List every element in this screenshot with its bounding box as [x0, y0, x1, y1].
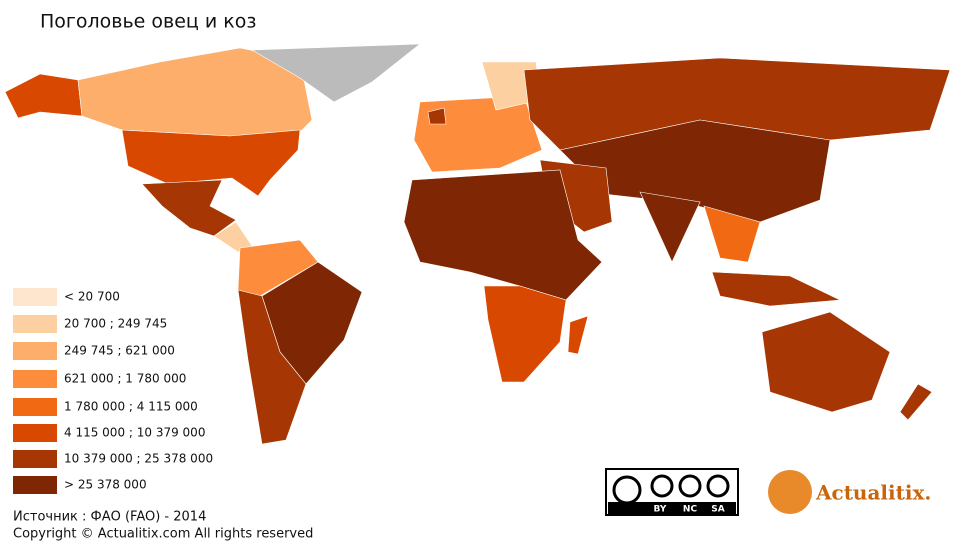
- central-america: [213, 221, 253, 253]
- logo-text: Actualitix.: [815, 481, 931, 505]
- legend-swatch: [13, 342, 57, 360]
- legend-swatch: [13, 370, 57, 388]
- legend-swatch: [13, 398, 57, 416]
- badge-label: SA: [711, 505, 724, 515]
- legend-label: 249 745 ; 621 000: [64, 344, 175, 358]
- legend-label: > 25 378 000: [64, 478, 147, 492]
- europe: [413, 95, 543, 173]
- southeast-asia: [703, 205, 761, 263]
- central-asia-china: [559, 119, 831, 223]
- cc-badge: [605, 468, 739, 516]
- legend-swatch: [13, 424, 57, 442]
- indonesia: [711, 271, 842, 307]
- legend-label: 621 000 ; 1 780 000: [64, 372, 186, 386]
- legend-label: 4 115 000 ; 10 379 000: [64, 426, 205, 440]
- madagascar: [567, 315, 589, 355]
- sa-icon: [706, 474, 730, 498]
- legend-swatch: [13, 450, 57, 468]
- world-map: [4, 43, 951, 445]
- legend-label: < 20 700: [64, 290, 120, 304]
- nc-icon: [678, 474, 702, 498]
- greenland: [250, 43, 421, 103]
- copyright-text: Copyright © Actualitix.com All rights re…: [13, 527, 313, 542]
- africa-south: [483, 285, 567, 383]
- source-text: Источник : ФАО (FAO) - 2014: [13, 510, 206, 525]
- canada: [77, 47, 313, 137]
- andes-north: [237, 239, 319, 297]
- australia: [761, 311, 891, 413]
- cc-icon: [612, 475, 642, 505]
- legend-label: 20 700 ; 249 745: [64, 317, 167, 331]
- legend-label: 10 379 000 ; 25 378 000: [64, 452, 213, 466]
- map-title: Поголовье овец и коз: [40, 11, 257, 33]
- uk: [427, 107, 447, 125]
- badge-strip: [608, 502, 736, 514]
- by-icon: [650, 474, 674, 498]
- usa: [121, 129, 301, 197]
- legend-swatch: [13, 476, 57, 494]
- legend-swatch: [13, 288, 57, 306]
- south-cone: [237, 289, 307, 445]
- alaska: [4, 73, 83, 119]
- badge-label: NC: [683, 505, 698, 515]
- logo: Actualitix.: [768, 470, 931, 514]
- new-zealand: [899, 383, 933, 421]
- india: [639, 191, 701, 263]
- legend-label: 1 780 000 ; 4 115 000: [64, 400, 198, 414]
- mexico: [141, 179, 237, 237]
- badge-label: BY: [654, 505, 667, 515]
- logo-globe: [768, 470, 812, 514]
- legend: < 20 700 20 700 ; 249 745 249 745 ; 621 00…: [13, 288, 213, 494]
- legend-swatch: [13, 315, 57, 333]
